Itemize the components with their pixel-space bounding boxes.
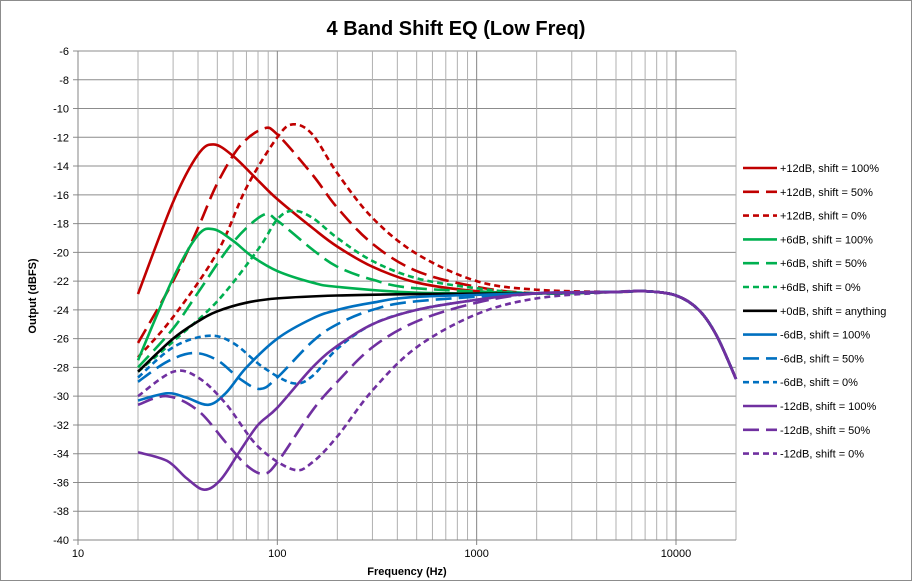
legend-label: -12dB, shift = 50% [780, 425, 870, 437]
y-tick-label: -12 [53, 132, 69, 144]
series-line [137, 289, 738, 491]
legend: +12dB, shift = 100% +12dB, shift = 50% +12… [743, 163, 886, 461]
series-line [137, 212, 738, 380]
legend-label: -12dB, shift = 0% [780, 449, 864, 461]
y-tick-labels: -6 -8 -10 -12 -14 -16 -18 -20 -22 -24 -26 -28 -30 -32… [53, 46, 69, 547]
x-tick-label: 1000 [464, 548, 488, 560]
series-line [137, 289, 738, 476]
y-tick-label: -6 [59, 46, 69, 58]
y-tick-label: -22 [53, 276, 69, 288]
y-axis-label: Output (dBFS) [27, 258, 39, 333]
legend-label: +0dB, shift = anything [780, 306, 886, 318]
legend-label: -6dB, shift = 0% [780, 377, 858, 389]
series-lines [136, 123, 738, 491]
legend-label: +6dB, shift = 50% [780, 258, 867, 270]
legend-label: +12dB, shift = 50% [780, 187, 873, 199]
y-tick-label: -30 [53, 391, 69, 403]
legend-label: -6dB, shift = 50% [780, 353, 864, 365]
x-tick-label: 10000 [661, 548, 692, 560]
x-axis-label: Frequency (Hz) [367, 566, 447, 578]
y-tick-label: -18 [53, 219, 69, 231]
legend-label: +6dB, shift = 100% [780, 234, 873, 246]
y-tick-label: -36 [53, 477, 69, 489]
y-tick-label: -34 [53, 449, 69, 461]
legend-label: -12dB, shift = 100% [780, 401, 877, 413]
x-tick-labels: 10 100 1000 10000 [72, 548, 691, 560]
legend-label: +6dB, shift = 0% [780, 282, 861, 294]
y-tick-label: -24 [53, 305, 69, 317]
y-tick-label: -38 [53, 506, 69, 518]
y-tick-label: -8 [59, 75, 69, 87]
series-line [136, 143, 738, 380]
y-tick-label: -32 [53, 420, 69, 432]
legend-label: +12dB, shift = 100% [780, 163, 879, 175]
y-tick-label: -14 [53, 161, 69, 173]
chart-title: 4 Band Shift EQ (Low Freq) [327, 18, 586, 40]
y-tick-label: -16 [53, 190, 69, 202]
legend-label: +12dB, shift = 0% [780, 211, 867, 223]
grid [73, 50, 737, 545]
y-tick-label: -26 [53, 334, 69, 346]
y-tick-label: -10 [53, 104, 69, 116]
y-tick-label: -28 [53, 362, 69, 374]
x-tick-label: 10 [72, 548, 84, 560]
y-tick-label: -20 [53, 247, 69, 259]
legend-label: -6dB, shift = 100% [780, 330, 870, 342]
y-tick-label: -40 [53, 535, 69, 547]
x-tick-label: 100 [268, 548, 286, 560]
series-line [137, 289, 738, 472]
